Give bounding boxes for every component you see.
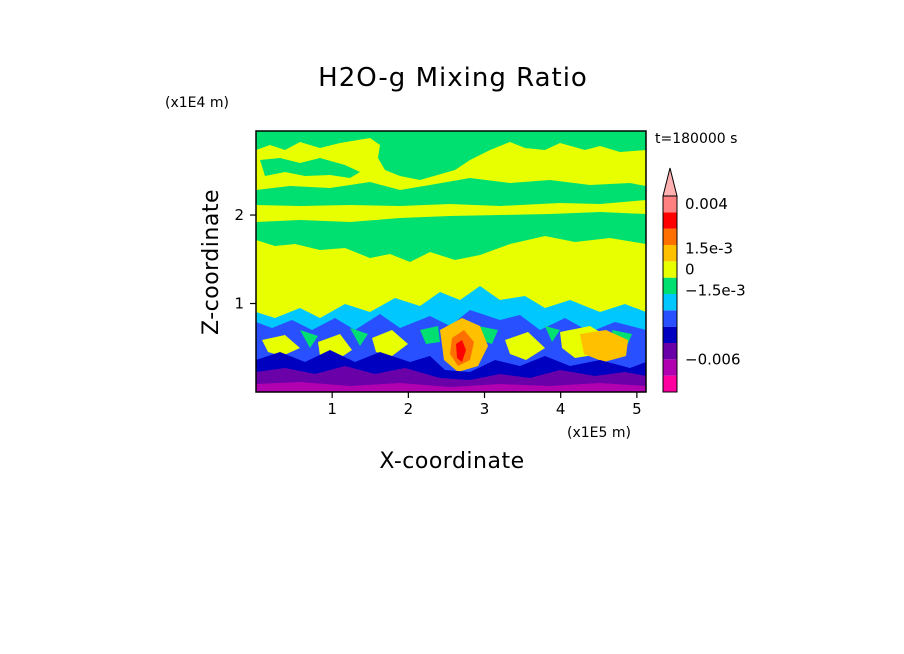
- y-axis-label: Z-coordinate: [199, 189, 224, 335]
- colorbar-label-4: −0.006: [685, 350, 741, 368]
- x-tick-label-3: 4: [556, 400, 566, 418]
- contour-lower-yellow-swirls: [262, 326, 610, 362]
- colorbar-frame: [662, 195, 678, 393]
- colorbar: 0.004 1.5e-3 0 −1.5e-3 −0.006: [662, 167, 746, 393]
- contour-orange-core: [440, 318, 628, 372]
- plot-frame: [255, 130, 647, 393]
- x-tick-label-2: 3: [480, 400, 490, 418]
- x-multiplier-label: (x1E5 m): [567, 425, 631, 441]
- contour-field: [255, 130, 647, 393]
- y-tick-label-1: 2: [234, 206, 244, 224]
- contour-magenta-bottom: [256, 382, 646, 392]
- y-tick-label-0: 1: [234, 295, 244, 313]
- contour-green-lower-band: [256, 212, 646, 262]
- x-tick-label-4: 5: [632, 400, 642, 418]
- chart-title: H2O-g Mixing Ratio: [318, 63, 588, 93]
- y-multiplier-label: (x1E4 m): [165, 95, 229, 111]
- contour-red-max: [456, 340, 466, 362]
- colorbar-segment-8: [663, 245, 677, 262]
- colorbar-label-1: 1.5e-3: [685, 239, 733, 257]
- y-axis-ticks: 12: [234, 206, 256, 313]
- contour-green-mid-band: [256, 178, 646, 206]
- colorbar-segment-6: [663, 277, 677, 294]
- colorbar-label-0: 0.004: [685, 195, 728, 213]
- colorbar-segment-11: [663, 196, 677, 213]
- contour-purple-bottom-layer: [256, 366, 646, 392]
- colorbar-label-3: −1.5e-3: [685, 282, 746, 300]
- colorbar-label-2: 0: [685, 261, 695, 279]
- colorbar-segment-2: [663, 343, 677, 360]
- colorbar-segment-0: [663, 375, 677, 392]
- x-axis-ticks: 1 2 3 4 5: [327, 392, 642, 418]
- x-tick-label-0: 1: [327, 400, 337, 418]
- time-label: t=180000 s: [655, 131, 737, 147]
- colorbar-segment-7: [663, 261, 677, 278]
- colorbar-segment-10: [663, 212, 677, 229]
- x-tick-label-1: 2: [404, 400, 414, 418]
- x-axis-label: X-coordinate: [379, 449, 524, 474]
- contour-green-patch: [260, 158, 360, 178]
- colorbar-extension-triangle: [662, 167, 678, 197]
- colorbar-segment-9: [663, 228, 677, 245]
- contour-upper-moist-band: [256, 131, 646, 180]
- colorbar-segment-3: [663, 326, 677, 343]
- colorbar-segment-1: [663, 359, 677, 376]
- contour-lower-green-swirls: [300, 326, 632, 348]
- colorbar-segment-4: [663, 310, 677, 327]
- colorbar-segment-5: [663, 294, 677, 311]
